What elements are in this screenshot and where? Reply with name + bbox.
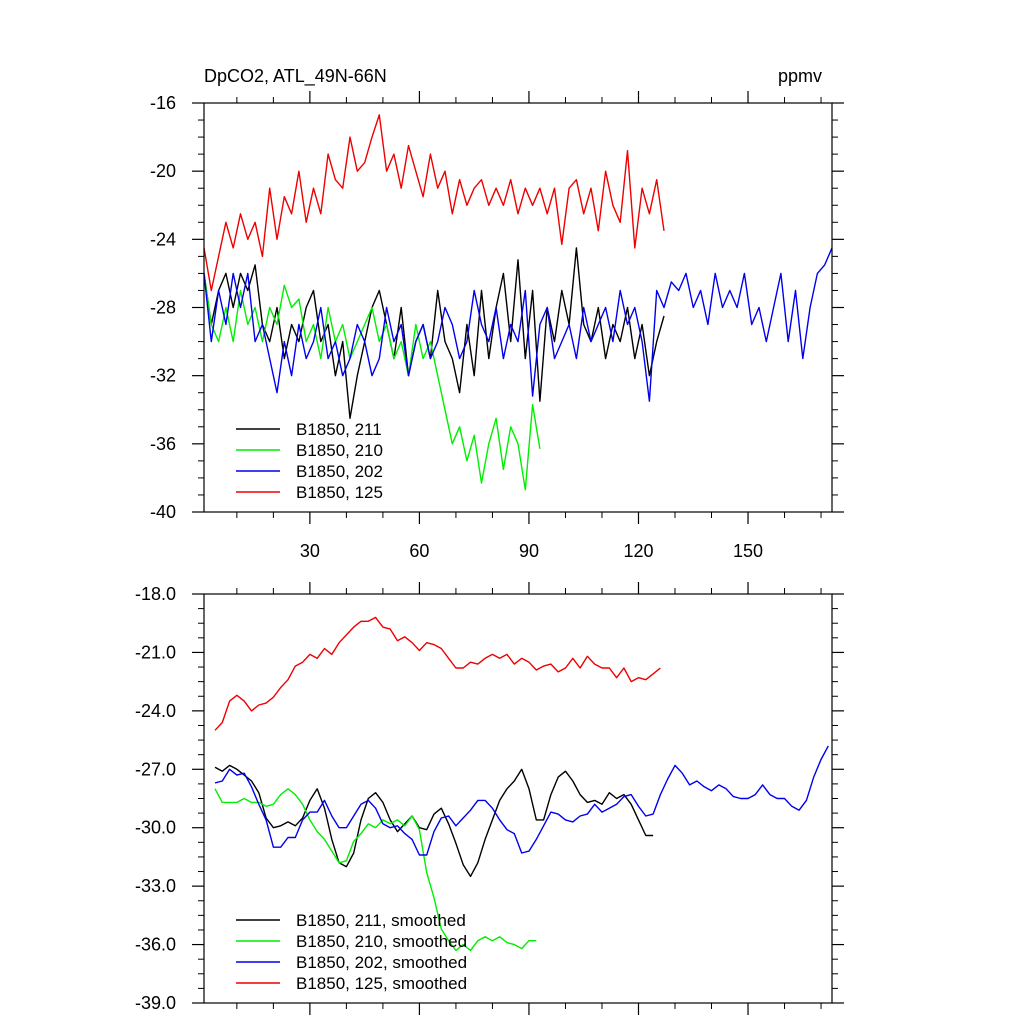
units-label: ppmv bbox=[778, 66, 822, 86]
legend-label-2: B1850, 202 bbox=[296, 462, 383, 481]
x-tick-label: 60 bbox=[409, 541, 429, 561]
series-line-3 bbox=[214, 616, 661, 731]
y-tick-label: -33.0 bbox=[135, 876, 176, 896]
chart-title: DpCO2, ATL_49N-66N bbox=[204, 66, 387, 87]
y-tick-label: -27.0 bbox=[135, 759, 176, 779]
y-tick-label: -30.0 bbox=[135, 818, 176, 838]
y-tick-label: -16 bbox=[150, 93, 176, 113]
y-tick-label: -20 bbox=[150, 161, 176, 181]
legend-label-2: B1850, 202, smoothed bbox=[296, 953, 467, 972]
y-tick-label: -36 bbox=[150, 434, 176, 454]
y-tick-label: -28 bbox=[150, 298, 176, 318]
series-line-1 bbox=[214, 788, 537, 952]
legend-label-0: B1850, 211, smoothed bbox=[296, 911, 466, 930]
x-tick-label: 120 bbox=[623, 541, 653, 561]
smoothed-series-panel: -18.0 -21.0 -24.0 -27.0 -30.0 -33.0 -36.0 -39.0… bbox=[135, 582, 844, 1015]
legend-label-0: B1850, 211 bbox=[296, 420, 382, 439]
x-tick-label: 30 bbox=[300, 541, 320, 561]
series-line-0 bbox=[203, 247, 665, 419]
y-tick-label: -21.0 bbox=[135, 642, 176, 662]
x-tick-label: 90 bbox=[519, 541, 539, 561]
raw-series-panel: 30 60 90 120 150 -16 -20 -24 -28 -32 -36 -40 B1850, … bbox=[150, 91, 844, 561]
y-tick-label: -24.0 bbox=[135, 701, 176, 721]
y-tick-label: -32 bbox=[150, 366, 176, 386]
y-tick-label: -40 bbox=[150, 502, 176, 522]
y-tick-label: -24 bbox=[150, 229, 176, 249]
legend-label-3: B1850, 125, smoothed bbox=[296, 974, 467, 993]
y-tick-label: -18.0 bbox=[135, 584, 176, 604]
y-tick-label: -36.0 bbox=[135, 935, 176, 955]
legend-label-1: B1850, 210, smoothed bbox=[296, 932, 467, 951]
series-line-2 bbox=[214, 745, 829, 856]
series-line-0 bbox=[214, 764, 654, 878]
x-tick-label: 150 bbox=[733, 541, 763, 561]
series-line-3 bbox=[203, 114, 665, 292]
legend-label-3: B1850, 125 bbox=[296, 483, 383, 502]
y-tick-label: -39.0 bbox=[135, 993, 176, 1013]
series-line-2 bbox=[203, 247, 833, 402]
legend-label-1: B1850, 210 bbox=[296, 441, 383, 460]
